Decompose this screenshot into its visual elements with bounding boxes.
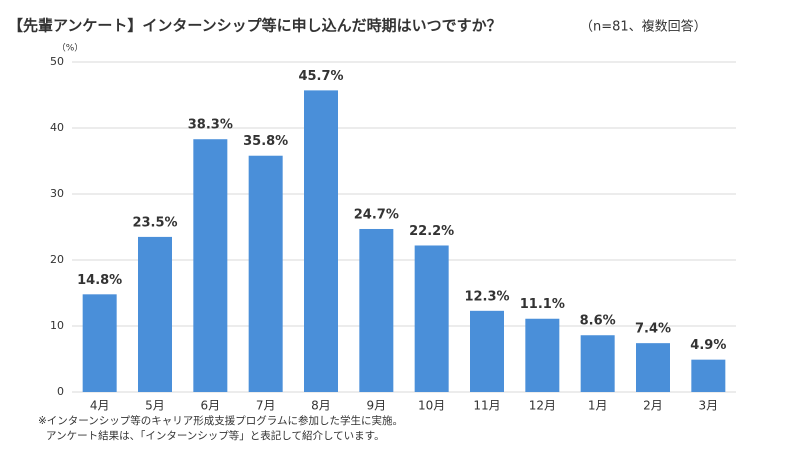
data-label: 35.8% — [243, 134, 288, 149]
y-tick-label: 10 — [50, 319, 64, 332]
bar — [248, 155, 283, 392]
bar — [82, 294, 117, 392]
footnote: ※インターンシップ等のキャリア形成支援プログラムに参加した学生に実施。 — [38, 414, 403, 427]
x-tick-label: 8月 — [311, 399, 331, 413]
y-tick-label: 20 — [50, 253, 64, 266]
bar — [138, 236, 172, 392]
footnote: アンケート結果は、「インターンシップ等」と表記して紹介しています。 — [46, 429, 385, 442]
x-tick-label: 6月 — [201, 399, 221, 413]
data-label: 22.2% — [409, 224, 454, 239]
data-label: 24.7% — [354, 207, 399, 222]
x-tick-label: 5月 — [145, 399, 165, 413]
x-tick-label: 1月 — [588, 399, 608, 413]
data-label: 12.3% — [464, 289, 509, 304]
x-tick-label: 12月 — [529, 399, 556, 413]
bar — [470, 310, 504, 392]
bar — [580, 335, 615, 392]
y-tick-label: 40 — [50, 121, 64, 134]
data-label: 45.7% — [298, 69, 343, 84]
y-tick-label: 30 — [50, 187, 64, 200]
y-tick-label: 0 — [57, 385, 64, 398]
data-label: 8.6% — [580, 314, 616, 329]
bar — [525, 318, 560, 392]
chart-title: 【先輩アンケート】インターンシップ等に申し込んだ時期はいつですか？ — [8, 17, 502, 35]
data-label: 38.3% — [188, 118, 233, 133]
data-label: 7.4% — [635, 322, 671, 337]
bar — [193, 139, 228, 392]
bar — [359, 228, 394, 392]
chart-subtitle: （n=81、複数回答） — [580, 19, 707, 35]
bar — [691, 359, 726, 392]
data-label: 11.1% — [520, 297, 565, 312]
x-tick-label: 3月 — [699, 399, 719, 413]
data-label: 23.5% — [132, 215, 177, 230]
y-unit: （%） — [57, 43, 84, 54]
x-tick-label: 2月 — [643, 399, 663, 413]
x-tick-label: 10月 — [418, 399, 445, 413]
data-label: 14.8% — [77, 273, 122, 288]
bar — [414, 245, 449, 392]
bar — [636, 343, 670, 392]
x-tick-label: 4月 — [90, 399, 110, 413]
x-tick-label: 11月 — [473, 399, 500, 413]
bar — [304, 90, 338, 392]
y-tick-label: 50 — [50, 55, 64, 68]
x-tick-label: 7月 — [256, 399, 276, 413]
data-label: 4.9% — [690, 338, 726, 353]
x-tick-label: 9月 — [367, 399, 387, 413]
